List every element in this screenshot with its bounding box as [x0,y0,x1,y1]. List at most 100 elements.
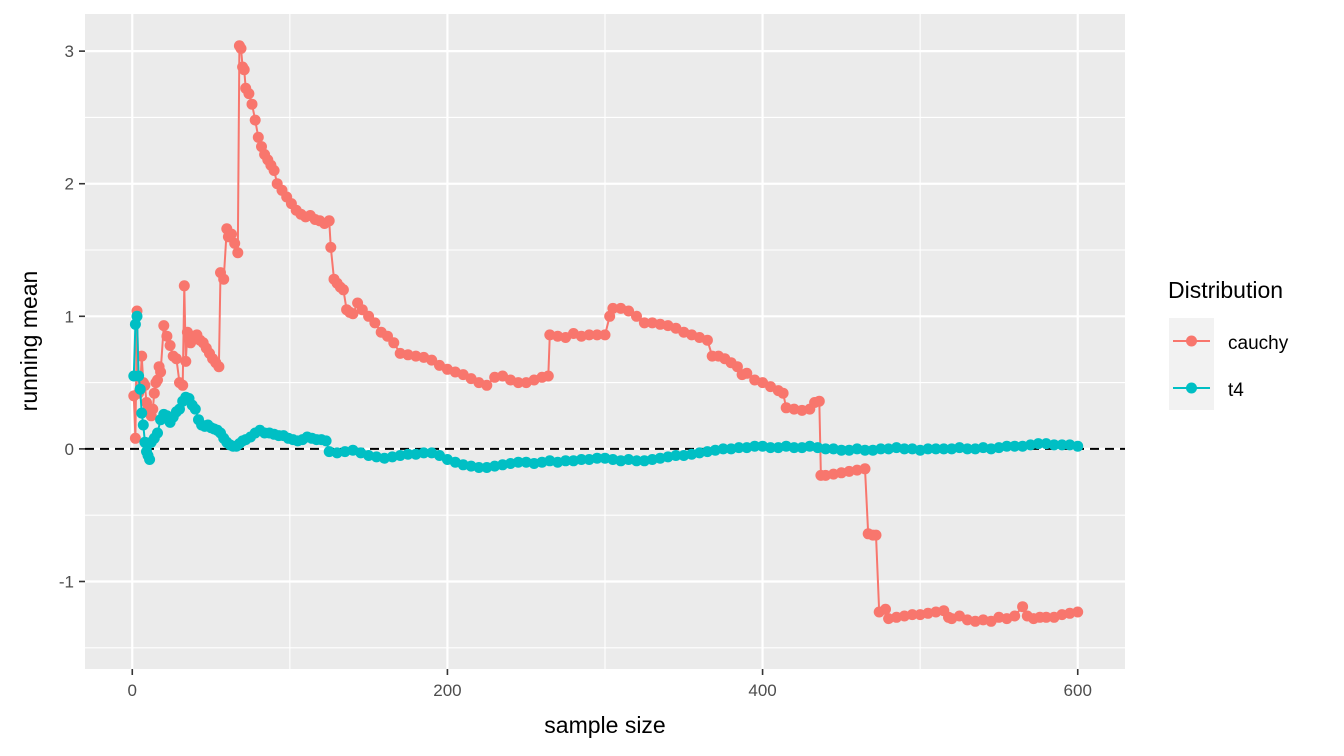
data-point-cauchy [158,320,170,332]
data-point-t4 [859,444,871,456]
data-point-t4 [1009,440,1021,452]
data-point-t4 [938,443,950,455]
data-point-cauchy [870,529,882,541]
data-point-cauchy [777,387,789,399]
data-point-t4 [788,442,800,454]
data-point-t4 [136,407,148,419]
data-point-t4 [898,443,910,455]
data-point-t4 [560,455,572,467]
data-point-t4 [133,370,145,382]
data-point-cauchy [741,367,753,379]
data-point-cauchy [813,395,825,407]
legend: Distribution cauchy t4 [1168,277,1289,410]
legend-label-t4: t4 [1228,380,1244,401]
data-point-t4 [820,443,832,455]
data-point-cauchy [323,215,335,227]
y-tick-label: 3 [65,42,74,61]
data-point-cauchy [232,247,244,259]
data-point-cauchy [583,329,595,341]
data-point-t4 [189,403,201,415]
y-axis-title: running mean [16,271,42,412]
data-point-t4 [765,442,776,454]
data-point-t4 [670,450,682,461]
data-point-cauchy [388,337,400,349]
data-point-cauchy [337,284,349,296]
y-tick-label: 2 [65,175,74,194]
data-point-t4 [922,443,934,455]
data-point-cauchy [1040,611,1052,623]
data-point-cauchy [155,366,167,378]
data-point-t4 [1056,439,1068,451]
data-point-cauchy [542,370,554,382]
data-point-cauchy [631,310,642,322]
data-point-t4 [1072,440,1084,452]
data-point-cauchy [180,355,192,367]
y-tick-label: 0 [65,440,74,459]
data-point-t4 [717,443,729,455]
data-point-cauchy [243,88,255,100]
x-tick-label: 200 [433,681,461,700]
data-point-cauchy [325,241,337,253]
data-point-cauchy [591,329,603,341]
data-point-cauchy [599,329,611,341]
data-point-t4 [1048,439,1060,451]
x-axis-title: sample size [544,712,665,738]
data-point-cauchy [129,432,141,444]
data-point-cauchy [638,317,650,329]
data-point-t4 [320,435,332,447]
data-point-t4 [144,454,156,465]
data-point-t4 [137,419,149,431]
x-axis: 0 200 400 600 [128,669,1092,700]
data-point-cauchy [731,361,743,373]
legend-title: Distribution [1168,277,1283,303]
series-cauchy [128,40,1084,627]
data-point-cauchy [213,361,225,373]
data-point-t4 [961,443,973,455]
data-point-cauchy [235,43,247,54]
data-point-cauchy [229,237,241,249]
minor-gridlines [85,14,1125,669]
x-tick-label: 600 [1064,681,1092,700]
data-point-cauchy [880,603,891,615]
data-point-t4 [835,444,847,456]
series-layer [128,40,1084,627]
data-point-cauchy [1009,610,1021,622]
data-point-t4 [418,447,430,459]
data-point-cauchy [164,340,176,351]
data-point-cauchy [170,353,182,365]
data-point-cauchy [226,228,237,240]
data-point-cauchy [238,64,250,76]
data-point-t4 [1001,440,1013,452]
data-point-cauchy [252,131,264,143]
data-point-t4 [631,455,642,467]
data-point-cauchy [623,305,635,317]
data-point-t4 [512,456,524,468]
data-point-t4 [575,454,587,465]
data-point-cauchy [859,463,871,475]
legend-key-point-cauchy [1186,335,1197,347]
data-point-t4 [749,440,761,452]
data-point-t4 [152,427,163,439]
data-point-cauchy [147,403,159,415]
y-tick-label: -1 [59,572,74,591]
data-point-cauchy [148,387,160,399]
data-point-cauchy [347,308,359,320]
legend-key-point-t4 [1186,382,1197,394]
data-point-t4 [733,442,745,454]
data-point-cauchy [481,379,493,391]
data-point-t4 [875,443,887,455]
data-point-t4 [134,383,146,395]
data-point-cauchy [161,330,173,342]
series-t4 [128,310,1084,473]
data-point-cauchy [249,114,261,126]
legend-key-background [1169,318,1214,410]
data-point-cauchy [178,280,190,292]
data-point-cauchy [268,165,280,176]
data-point-cauchy [607,302,619,314]
data-point-cauchy [177,379,189,391]
x-tick-label: 0 [128,681,137,700]
data-point-cauchy [246,98,258,110]
data-point-cauchy [369,317,381,329]
data-point-t4 [1032,438,1044,450]
data-point-t4 [473,462,485,473]
